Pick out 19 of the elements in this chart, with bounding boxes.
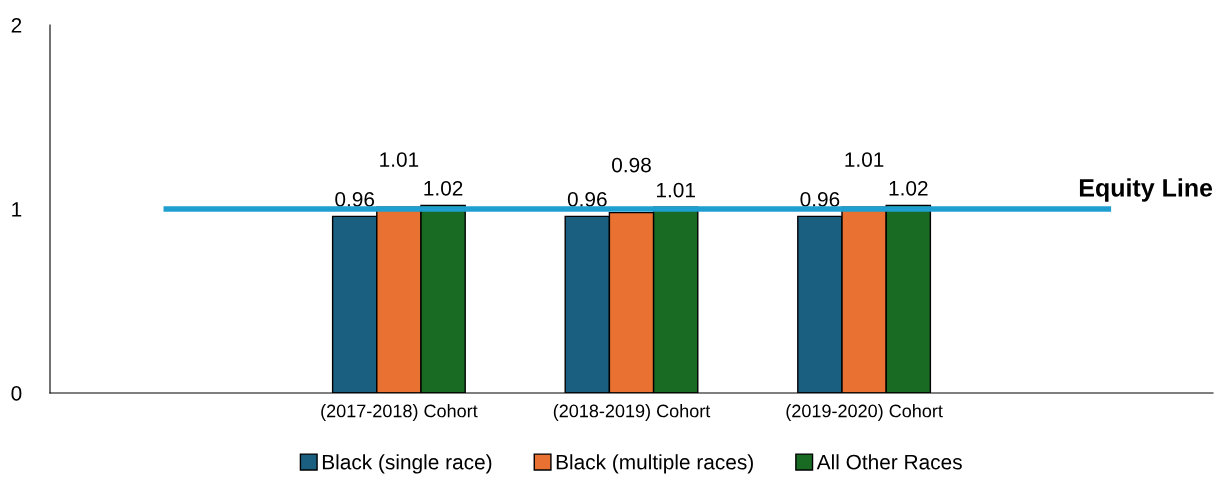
legend-label: All Other Races <box>816 454 962 470</box>
x-tick-label: (2017-2018) Cohort <box>321 404 478 421</box>
data-label: 0.96 <box>567 191 607 207</box>
y-tick-label: 0 <box>11 386 22 401</box>
x-tick-label: (2019-2020) Cohort <box>786 404 943 421</box>
data-label: 1.02 <box>424 180 463 196</box>
x-tick-label: (2018-2019) Cohort <box>553 404 711 421</box>
legend-label: Black (multiple races) <box>556 454 753 474</box>
y-tick-label: 2 <box>11 18 22 33</box>
data-label: 0.98 <box>612 157 651 173</box>
legend-label: Black (single race) <box>322 454 492 474</box>
data-label: 0.96 <box>800 191 840 207</box>
data-label: 1.01 <box>657 182 695 198</box>
ref-line-label: Equity Line <box>1079 178 1213 202</box>
data-label: 1.01 <box>380 152 419 167</box>
data-label: 1.02 <box>889 180 928 196</box>
data-label: 0.96 <box>335 191 375 207</box>
data-label: 1.01 <box>845 152 884 167</box>
y-tick-label: 1 <box>12 202 22 217</box>
